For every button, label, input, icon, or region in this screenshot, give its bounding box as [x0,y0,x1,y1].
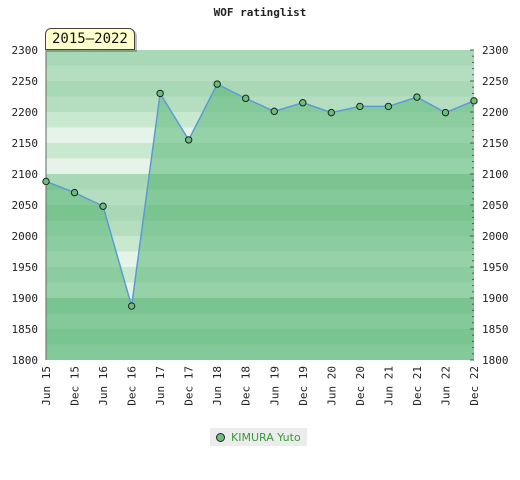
data-point [213,80,221,88]
y-tick-label-right: 2250 [482,75,509,88]
area-band [46,344,474,360]
x-tick-label: Dec 19 [297,366,310,406]
x-tick-label: Dec 21 [411,366,424,406]
y-tick-label-left: 2300 [12,44,39,57]
data-point [42,177,50,186]
data-point [127,302,136,310]
area-band [46,220,474,236]
year-range-badge: 2015–2022 [45,28,135,50]
legend-label: KIMURA Yuto [231,430,301,444]
y-tick-label-right: 2100 [482,168,509,181]
data-point [413,93,421,101]
data-point [184,136,193,144]
x-tick-label: Dec 18 [240,366,253,406]
x-tick-label: Jun 15 [40,366,53,406]
chart-title: WOF ratinglist [213,6,307,19]
area-band [46,236,474,252]
y-tick-label-right: 2050 [482,199,509,212]
area-band [46,298,474,314]
data-point [441,108,450,117]
y-tick-label-left: 2200 [12,106,39,119]
area-band [46,267,474,283]
x-tick-label: Jun 22 [439,366,452,406]
data-point [384,102,393,111]
y-tick-label-left: 2050 [12,199,39,212]
data-point [156,89,164,98]
x-tick-label: Jun 16 [97,366,110,406]
y-tick-label-right: 1800 [482,354,509,367]
y-tick-label-left: 1950 [12,261,39,274]
x-tick-label: Dec 17 [183,366,196,406]
x-tick-label: Jun 20 [325,366,338,406]
area-band [46,158,474,174]
data-point [356,102,364,111]
y-tick-label-right: 2200 [482,106,509,119]
x-tick-label: Jun 18 [211,366,224,406]
y-tick-label-left: 1850 [12,323,39,336]
x-tick-label: Dec 20 [354,366,367,406]
x-tick-label: Jun 17 [154,366,167,406]
area-band [46,282,474,298]
x-tick-label: Jun 21 [382,366,395,406]
data-point [99,202,107,210]
data-point [327,108,336,117]
background-band [46,65,474,81]
y-tick-label-left: 2100 [12,168,39,181]
y-tick-label-left: 2150 [12,137,39,150]
y-tick-label-left: 2000 [12,230,39,243]
data-point [470,97,478,105]
area-band [46,251,474,267]
y-tick-label-right: 2000 [482,230,509,243]
y-tick-label-right: 2150 [482,137,509,150]
data-point [299,99,307,107]
x-tick-label: Dec 15 [69,366,82,406]
legend: KIMURA Yuto [210,428,307,446]
data-point [70,188,79,197]
area-band [46,329,474,345]
y-tick-label-right: 2300 [482,44,509,57]
x-tick-label: Dec 16 [126,366,139,406]
area-band [46,205,474,221]
y-tick-label-right: 1850 [482,323,509,336]
y-tick-label-left: 1800 [12,354,39,367]
y-tick-label-right: 1900 [482,292,509,305]
background-band [46,50,474,66]
area-band [46,189,474,205]
data-point [242,94,250,103]
y-tick-label-right: 1950 [482,261,509,274]
area-band [46,313,474,329]
y-tick-label-left: 2250 [12,75,39,88]
y-tick-label-left: 1900 [12,292,39,305]
x-tick-label: Jun 19 [268,366,281,406]
series-line [45,83,475,307]
area-band [46,174,474,190]
data-point [270,107,278,116]
x-tick-label: Dec 22 [468,366,481,406]
background-band [46,81,474,97]
legend-marker-icon [216,432,225,442]
